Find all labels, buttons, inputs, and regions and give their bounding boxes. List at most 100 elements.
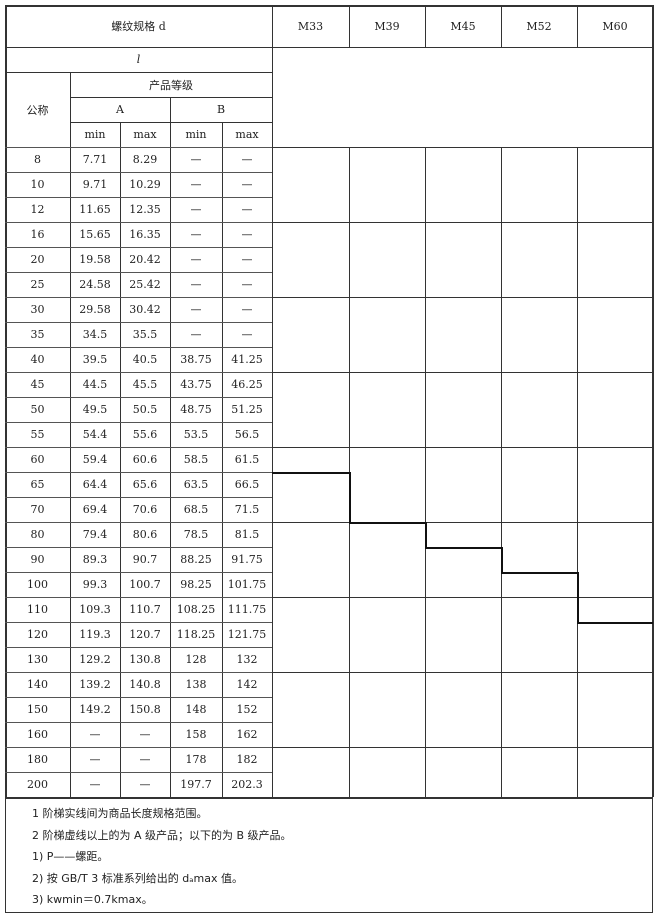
grid-line xyxy=(5,347,272,348)
length-value: 43.75 xyxy=(180,378,212,391)
grid-line xyxy=(120,122,121,797)
length-value: 64.4 xyxy=(82,478,108,491)
nominal-length: 65 xyxy=(30,478,45,491)
length-value: 54.4 xyxy=(82,428,108,441)
note: 2 阶梯虚线以上的为 A 级产品；以下的为 B 级产品。 xyxy=(32,828,292,842)
length-value: 38.75 xyxy=(180,353,212,366)
length-value: 8.29 xyxy=(132,153,158,166)
nominal-length: 160 xyxy=(27,728,48,741)
length-value: — xyxy=(190,153,202,166)
grid-line xyxy=(5,722,272,723)
nominal-length: 8 xyxy=(34,153,41,166)
grid-line xyxy=(577,622,653,624)
grid-line xyxy=(425,5,426,47)
size-header: M52 xyxy=(526,19,552,33)
length-value: — xyxy=(241,253,253,266)
grid-line xyxy=(272,372,653,373)
nominal-length: 130 xyxy=(27,653,48,666)
length-value: 44.5 xyxy=(82,378,108,391)
length-value: 39.5 xyxy=(82,353,108,366)
nominal-length: 50 xyxy=(30,403,45,416)
length-value: 60.6 xyxy=(132,453,158,466)
length-value: 15.65 xyxy=(79,228,111,241)
nominal-length: 180 xyxy=(27,753,48,766)
length-value: 182 xyxy=(236,753,258,766)
length-value: 11.65 xyxy=(79,203,111,216)
length-value: — xyxy=(241,303,253,316)
length-value: — xyxy=(190,253,202,266)
length-value: 79.4 xyxy=(82,528,108,541)
grid-line xyxy=(272,472,349,474)
note: 1 阶梯实线间为商品长度规格范围。 xyxy=(32,807,208,820)
grid-line xyxy=(5,422,272,423)
length-value: 19.58 xyxy=(79,253,111,266)
length-value: — xyxy=(190,178,202,191)
nominal-length: 25 xyxy=(30,278,45,291)
length-value: 91.75 xyxy=(231,553,263,566)
nominal-length: 90 xyxy=(30,553,45,566)
nominal-length: 55 xyxy=(30,428,45,441)
note: 2) 按 GB/T 3 标准系列给出的 dₐmax 值。 xyxy=(32,871,244,885)
length-value: 110.7 xyxy=(129,603,161,616)
length-value: 49.5 xyxy=(82,403,108,416)
grid-line xyxy=(5,172,272,173)
length-value: 69.4 xyxy=(82,503,108,516)
grid-line xyxy=(501,5,502,47)
length-value: — xyxy=(241,178,253,191)
max-header: max xyxy=(235,128,259,141)
length-value: — xyxy=(241,278,253,291)
grid-line xyxy=(5,497,272,498)
grid-line xyxy=(5,297,272,298)
length-value: 63.5 xyxy=(183,478,209,491)
length-value: 90.7 xyxy=(132,553,158,566)
grid-line xyxy=(272,522,653,523)
nominal-length: 120 xyxy=(27,628,48,641)
grid-line xyxy=(5,147,272,148)
length-value: 150.8 xyxy=(129,703,161,716)
length-value: 88.25 xyxy=(180,553,212,566)
nominal-header: 公称 xyxy=(26,103,49,117)
grid-line xyxy=(501,572,577,574)
grid-line xyxy=(272,297,653,298)
nominal-length: 140 xyxy=(27,678,48,691)
length-value: — xyxy=(190,203,202,216)
length-value: 20.42 xyxy=(129,253,161,266)
grid-line xyxy=(272,447,653,448)
nominal-length: 60 xyxy=(30,453,45,466)
grade-a-header: A xyxy=(116,103,124,116)
length-value: — xyxy=(139,753,151,766)
length-value: 40.5 xyxy=(132,353,158,366)
grid-line xyxy=(501,147,502,797)
table-notes: 1 阶梯实线间为商品长度规格范围。 2 阶梯虚线以上的为 A 级产品；以下的为 … xyxy=(5,797,653,913)
grid-line xyxy=(5,747,272,748)
grid-line xyxy=(349,5,350,47)
grid-line xyxy=(652,5,654,797)
grid-line xyxy=(70,72,71,797)
nominal-length: 150 xyxy=(27,703,48,716)
length-value: 55.6 xyxy=(132,428,158,441)
length-value: 119.3 xyxy=(79,628,111,641)
min-header: min xyxy=(185,128,207,141)
grid-line xyxy=(5,5,653,7)
grid-line xyxy=(349,522,425,524)
grid-line xyxy=(5,197,272,198)
size-header: M33 xyxy=(297,19,324,33)
nominal-length: 100 xyxy=(27,578,48,591)
length-value: 140.8 xyxy=(129,678,161,691)
length-value: — xyxy=(241,203,253,216)
length-value: 132 xyxy=(236,653,258,666)
length-value: 99.3 xyxy=(82,578,108,591)
nominal-length: 40 xyxy=(30,353,45,366)
grid-line xyxy=(5,522,272,523)
length-value: 108.25 xyxy=(176,603,216,616)
length-value: 89.3 xyxy=(82,553,108,566)
min-header: min xyxy=(84,128,106,141)
length-value: 121.75 xyxy=(227,628,267,641)
nominal-length: 20 xyxy=(30,253,45,266)
nominal-length: 45 xyxy=(30,378,45,391)
grade-header: 产品等级 xyxy=(149,78,193,92)
grid-line xyxy=(272,147,653,148)
length-value: 51.25 xyxy=(231,403,263,416)
length-value: 61.5 xyxy=(234,453,260,466)
length-value: 71.5 xyxy=(234,503,260,516)
